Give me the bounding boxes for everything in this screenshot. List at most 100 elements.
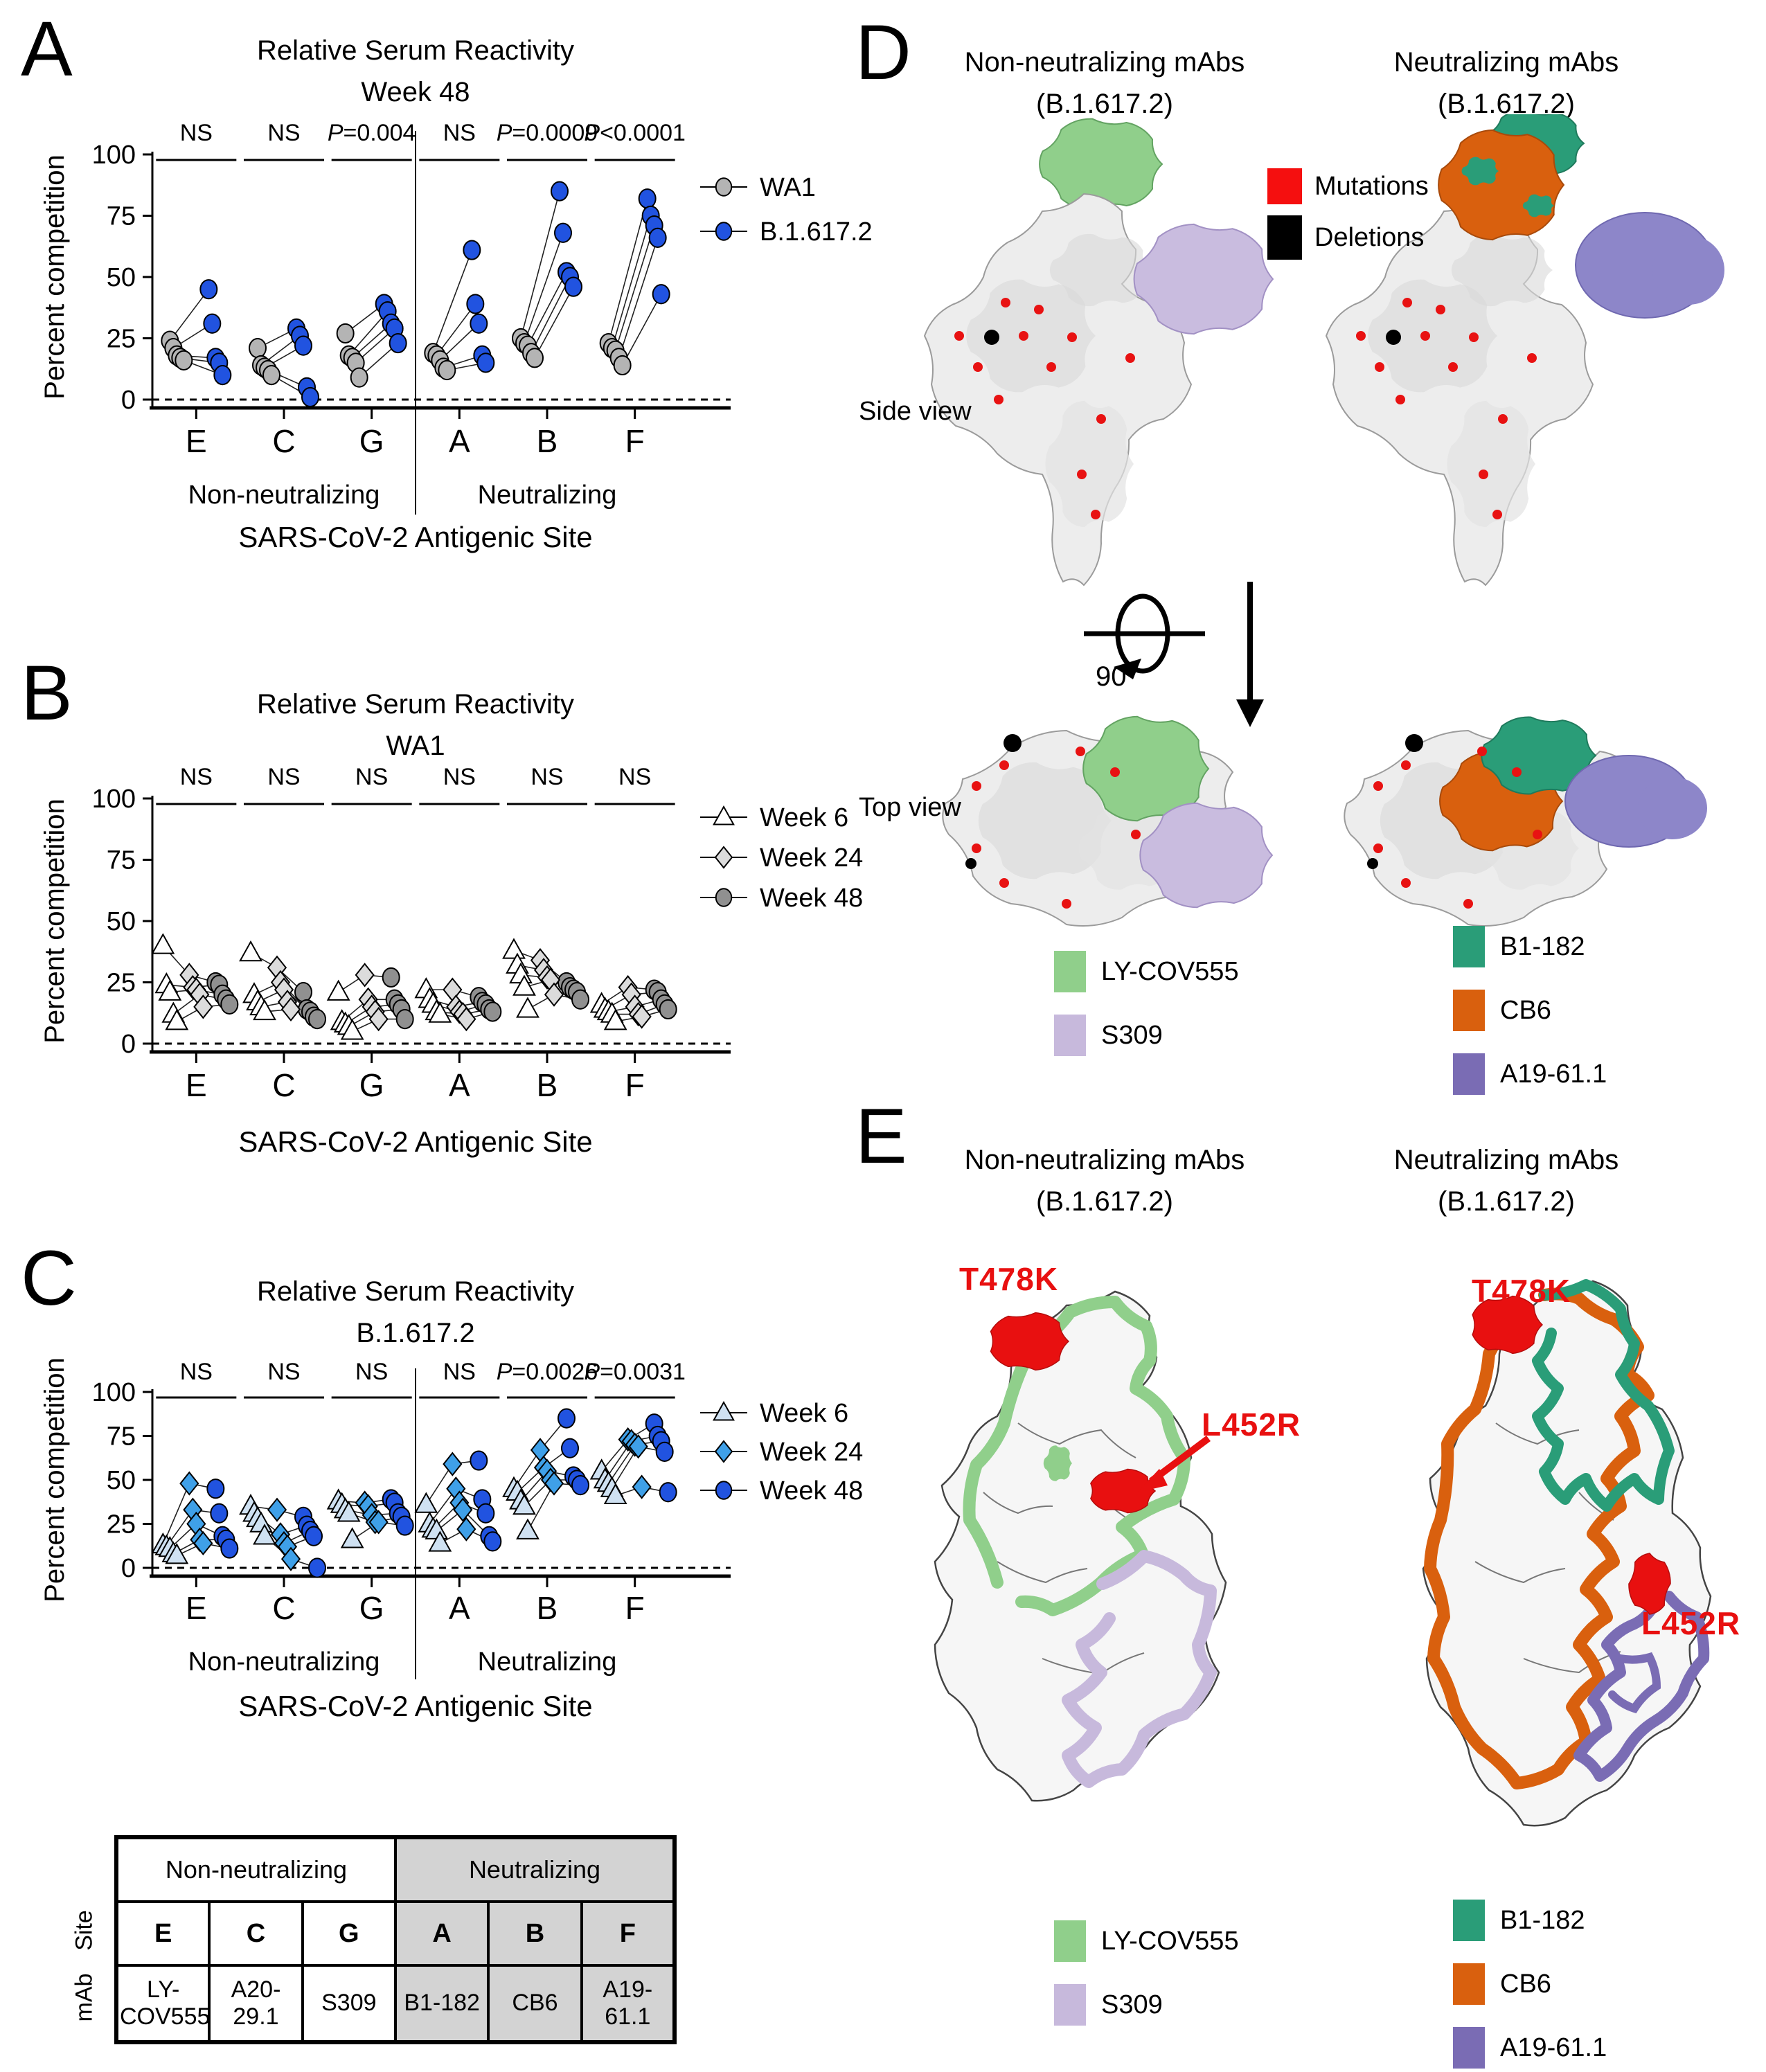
epitope-patch-lycov555 — [1043, 1445, 1072, 1481]
table-row: E C G A B F — [114, 1900, 677, 1967]
panel-d-title-right: Neutralizing mAbs — [1393, 47, 1619, 78]
mutation-spot — [1373, 843, 1383, 853]
data-point — [571, 989, 589, 1010]
mutation-spot — [1356, 331, 1366, 341]
x-category-label: B — [537, 1590, 558, 1626]
data-point — [715, 177, 733, 197]
y-tick-label: 50 — [107, 263, 136, 292]
series-line — [530, 276, 571, 354]
mutation-spot — [1077, 470, 1087, 479]
data-point — [199, 279, 218, 300]
data-point — [483, 1001, 502, 1022]
mutation-deletion-legend: Mutations Deletions — [1267, 168, 1429, 271]
data-point — [502, 938, 526, 959]
mutation-label: Mutations — [1314, 171, 1429, 201]
data-point — [294, 982, 312, 1003]
legend-swatch-lycov555 — [1054, 951, 1086, 992]
data-point — [158, 979, 182, 1001]
mutation-spot — [1448, 362, 1458, 372]
legend-label-a19611: A19-61.1 — [1500, 1059, 1607, 1089]
legend-series-label: Week 48 — [760, 1476, 863, 1506]
table-row: LY-COV555 A20-29.1 S309 B1-182 CB6 A19-6… — [114, 1964, 677, 2044]
significance-label: NS — [355, 764, 388, 790]
significance-label: NS — [180, 1359, 213, 1385]
data-point — [301, 386, 319, 408]
l452r-arrowhead — [1137, 1469, 1168, 1492]
data-point — [213, 365, 232, 386]
data-point — [648, 227, 667, 248]
panel-d-title-left-sub: (B.1.617.2) — [1036, 89, 1173, 119]
mab-legend-nonneutralizing: LY-COV555 S309 — [1054, 1920, 1239, 2048]
mab-cell: S309 — [301, 1964, 397, 2044]
t478k-mutation-patch — [1472, 1295, 1544, 1355]
data-point — [715, 222, 733, 241]
mutation-spot — [1401, 760, 1411, 770]
significance-label: P<0.0001 — [584, 120, 686, 146]
site-cell: F — [580, 1900, 677, 1967]
spike-texture — [1447, 400, 1535, 528]
x-category-label: F — [625, 423, 645, 459]
mutation-spot — [999, 760, 1009, 770]
panel-e-label: E — [855, 1093, 907, 1179]
legend-series-label: Week 24 — [760, 1438, 863, 1467]
x-category-label: G — [359, 1067, 384, 1103]
t478k-annotation-left: T478K — [959, 1261, 1059, 1297]
deletion-spot — [1386, 330, 1401, 345]
data-point — [476, 1503, 495, 1524]
spike-texture — [978, 762, 1112, 879]
data-point — [476, 352, 495, 373]
structure-graphics-e — [934, 1279, 1712, 1827]
mutation-spot — [1401, 878, 1411, 888]
legend-series-label: WA1 — [760, 173, 816, 202]
surface-contour — [983, 1492, 1053, 1515]
l452r-annotation-right: L452R — [1641, 1605, 1741, 1641]
data-markers — [151, 1408, 677, 1578]
group-label: Non-neutralizing — [188, 481, 380, 510]
surface-contour — [1523, 1651, 1621, 1674]
data-point — [340, 1019, 364, 1040]
significance-label: NS — [267, 764, 300, 790]
side-view-label: Side view — [859, 397, 972, 426]
surface-contour — [997, 1561, 1088, 1584]
panel-c: C Relative Serum Reactivity B.1.617.2 0 2… — [21, 1229, 900, 1769]
significance-label: NS — [267, 120, 300, 146]
rbd-surface — [1422, 1280, 1712, 1827]
epitope-outline-cb6 — [1424, 1287, 1654, 1789]
x-axis-label: SARS-CoV-2 Antigenic Site — [238, 521, 592, 553]
x-category-label: E — [186, 1067, 207, 1103]
mutation-spot — [954, 331, 964, 341]
panel-b-label: B — [21, 650, 73, 736]
series-line — [614, 225, 655, 351]
l452r-mutation-patch — [1628, 1553, 1671, 1615]
deletion-swatch-icon — [1267, 215, 1302, 260]
chart-c-title: Relative Serum Reactivity — [257, 1276, 574, 1307]
mab-cell: A20-29.1 — [208, 1964, 304, 2044]
rbd-outline-nonneut — [934, 1290, 1227, 1802]
panel-e-title-right: Neutralizing mAbs — [1393, 1145, 1619, 1175]
legend-swatch-a19611 — [1453, 2027, 1485, 2069]
y-tick-label: 0 — [121, 1554, 136, 1583]
x-category-label: A — [449, 423, 470, 459]
data-point — [253, 999, 276, 1021]
mutation-spot — [994, 395, 1004, 404]
series-line — [436, 303, 476, 356]
data-point — [628, 1434, 648, 1459]
data-lines — [162, 945, 668, 1033]
legend-label-lycov555: LY-COV555 — [1101, 956, 1239, 986]
rbd-outline-neut — [1422, 1279, 1712, 1827]
panel-d: D Non-neutralizing mAbs (B.1.617.2) Neut… — [852, 10, 1766, 1095]
mutation-spot — [972, 781, 981, 791]
mab-blob-a19611 — [1652, 235, 1724, 305]
data-point — [638, 188, 657, 209]
series-line — [611, 215, 652, 348]
group-label: Neutralizing — [478, 1647, 617, 1677]
data-point — [561, 1438, 579, 1458]
series-line — [534, 286, 574, 359]
x-category-label: C — [272, 1067, 295, 1103]
panel-e-title-right-sub: (B.1.617.2) — [1438, 1186, 1575, 1217]
series-line — [524, 233, 564, 343]
mutation-spot — [1076, 747, 1085, 756]
legend-swatch-lycov555 — [1054, 1920, 1086, 1962]
t478k-mutation-patch — [990, 1312, 1070, 1371]
data-point — [438, 359, 456, 381]
